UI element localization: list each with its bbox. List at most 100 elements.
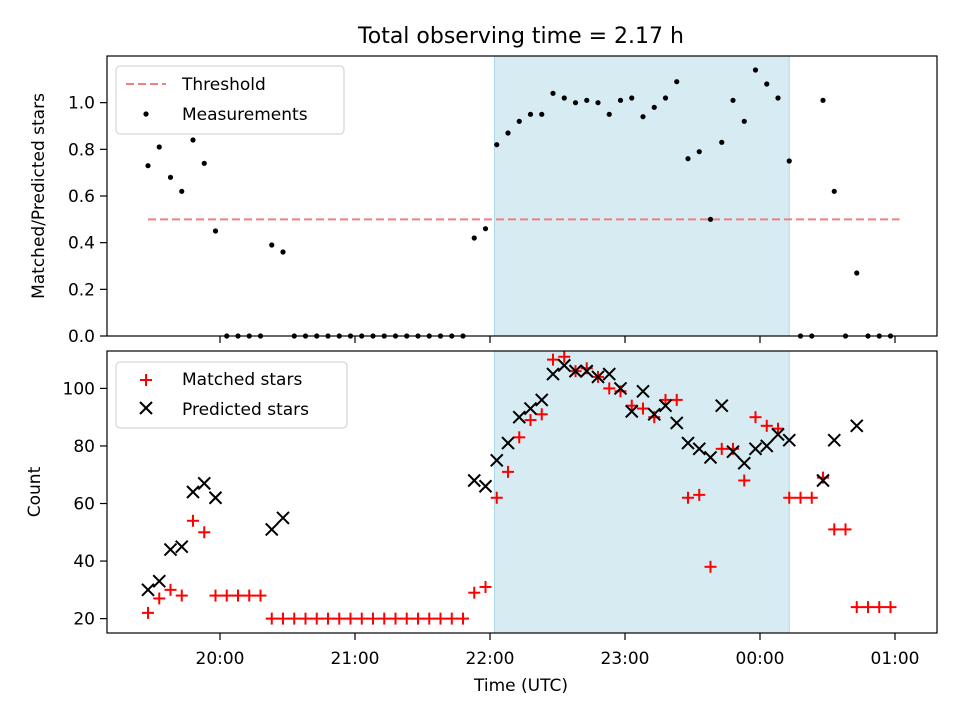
matched-star-point [479, 580, 492, 593]
predicted-star-point [692, 442, 706, 456]
matched-star-point [243, 589, 256, 602]
legend-predicted-swatch [139, 401, 153, 415]
bottom-panel: 20 40 60 80 100 20:00 21:00 22:00 23:00 00:00 01:… [25, 350, 938, 696]
matched-star-point [524, 414, 537, 427]
matched-star-point [198, 526, 211, 539]
matched-star-point [299, 612, 312, 625]
bottom-plot-frame [106, 350, 938, 634]
matched-star-point [468, 586, 481, 599]
measurement-point [561, 95, 567, 101]
predicted-star-point [535, 393, 549, 407]
matched-star-point [333, 612, 346, 625]
measurement-point [212, 228, 219, 234]
matched-star-point [558, 350, 571, 363]
matched-star-point [400, 612, 413, 625]
measurement-point [167, 174, 174, 180]
matched-star-point [187, 514, 199, 527]
x-axis-label: Time (UTC) [473, 676, 568, 696]
matched-star-point [547, 353, 559, 366]
predicted-star-point [265, 522, 279, 537]
predicted-star-point [163, 542, 178, 557]
matched-star-point [625, 399, 638, 412]
predicted-star-point [625, 404, 639, 419]
predicted-star-point [490, 453, 504, 468]
matched-star-point [322, 612, 334, 625]
matched-star-point [209, 589, 222, 602]
measurement-point [190, 137, 196, 143]
measurement-point [685, 156, 691, 162]
predicted-star-point [523, 401, 538, 416]
matched-star-point [153, 592, 166, 605]
top-ytick-label: 0.8 [68, 140, 95, 160]
predicted-star-point [636, 384, 650, 398]
matched-star-point [389, 612, 402, 625]
matched-star-point [367, 612, 379, 625]
measurement-point [482, 226, 489, 232]
measurement-point [269, 242, 275, 248]
predicted-star-point [681, 436, 695, 450]
predicted-star-point [546, 367, 560, 381]
matched-star-point [670, 393, 683, 406]
top-ytick-label: 0.4 [68, 234, 95, 254]
measurement-point [764, 81, 770, 87]
matched-star-point [738, 474, 751, 487]
matched-star-point [220, 589, 233, 602]
legend-matched-label: Matched stars [182, 370, 302, 390]
xtick-label: 23:00 [601, 649, 650, 669]
predicted-star-point [175, 539, 189, 554]
predicted-star-point [568, 364, 583, 378]
measurement-point [572, 100, 579, 106]
measurement-point [629, 95, 635, 101]
matched-star-point [693, 488, 706, 501]
measurement-point [786, 158, 792, 164]
matched-star-point [288, 612, 301, 625]
matched-star-point [445, 612, 458, 625]
matched-star-point [502, 465, 514, 478]
matched-star-point [760, 419, 773, 432]
measurement-point [527, 111, 534, 117]
measurement-point [707, 216, 714, 222]
predicted-star-point [670, 416, 684, 430]
measurement-point [595, 100, 601, 106]
predicted-star-point [197, 476, 211, 491]
matched-star-point [265, 612, 278, 625]
matched-star-point [378, 612, 391, 625]
predicted-star-point [647, 407, 661, 422]
matched-star-point [603, 382, 616, 395]
predicted-star-point [580, 364, 594, 378]
top-y-axis-label: Matched/Predicted stars [29, 93, 49, 299]
matched-star-point [344, 612, 357, 625]
predicted-star-point [816, 473, 830, 488]
top-ytick-label: 0.2 [68, 280, 95, 300]
measurement-point [730, 97, 736, 103]
matched-star-point [490, 491, 503, 504]
xtick-label: 00:00 [736, 649, 785, 669]
matched-star-point [772, 422, 784, 435]
bottom-legend: Matched stars Predicted stars [115, 361, 348, 429]
matched-star-point [805, 491, 818, 504]
measurement-point [280, 249, 286, 255]
measurement-point [640, 114, 646, 120]
bottom-ytick-label: 40 [73, 552, 95, 572]
measurement-point [145, 163, 151, 169]
measurement-point [662, 95, 669, 101]
measurement-point [820, 97, 826, 103]
matched-star-point [142, 606, 154, 619]
predicted-star-point [501, 436, 515, 450]
predicted-star-point [591, 370, 605, 384]
measurement-point [471, 235, 477, 241]
top-ytick-label: 1.0 [68, 94, 95, 114]
measurement-point [550, 90, 556, 96]
measurement-point [719, 139, 725, 145]
predicted-star-point [827, 433, 841, 447]
measurement-point [516, 118, 522, 124]
matched-star-point [535, 408, 548, 421]
measurement-point [606, 111, 612, 117]
bottom-ytick-label: 80 [73, 437, 95, 457]
measurement-point [741, 118, 747, 124]
measurement-point [156, 144, 162, 150]
predicted-star-point [850, 419, 864, 433]
top-plot-frame [106, 55, 938, 337]
predicted-star-point [186, 485, 200, 499]
